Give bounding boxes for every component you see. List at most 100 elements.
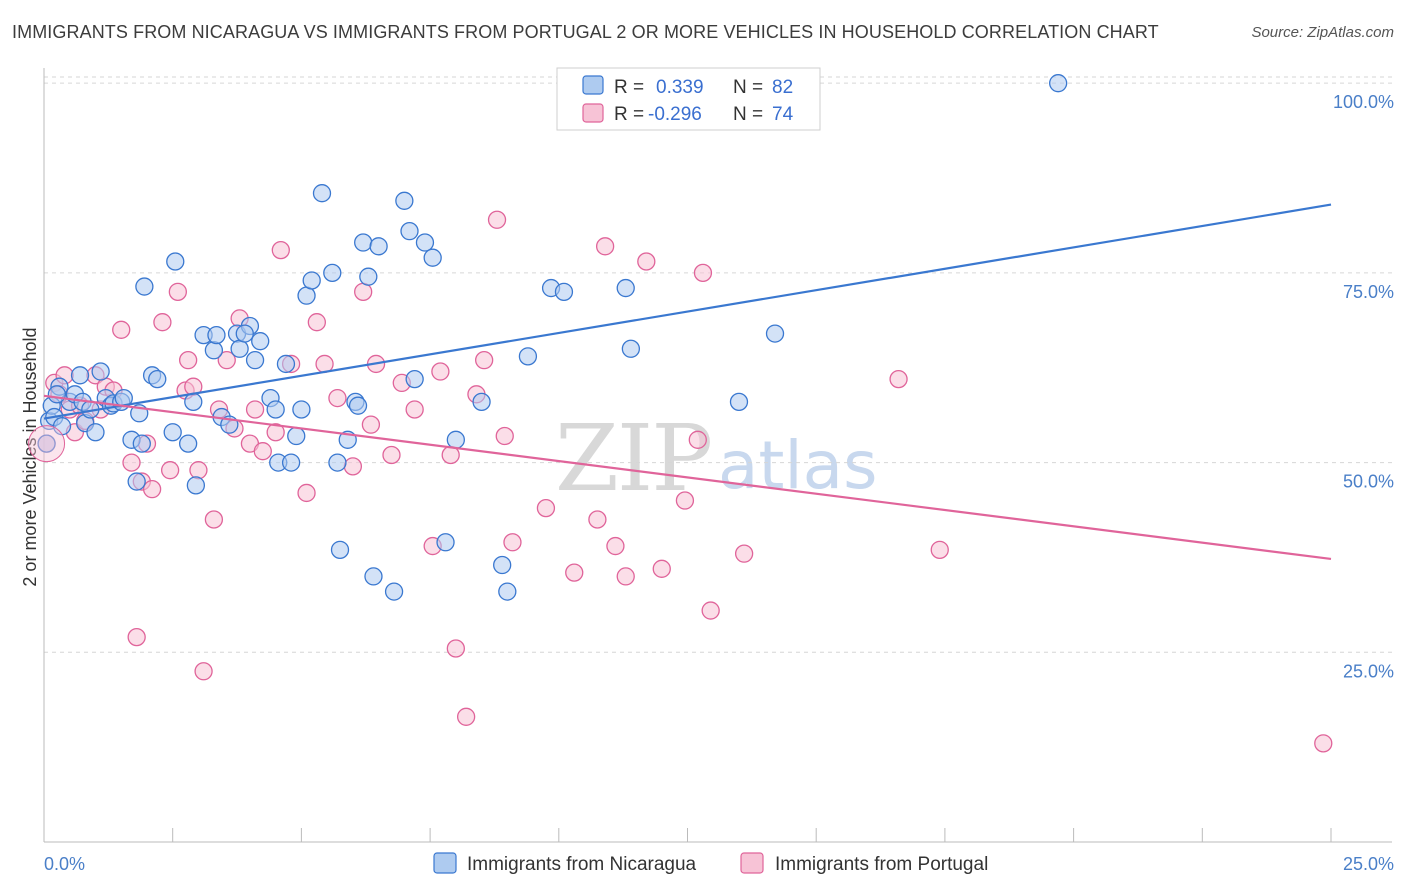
legend-n-label-1: N = [733, 77, 763, 98]
nicaragua-point [400, 221, 419, 241]
nicaragua-point [266, 400, 285, 419]
nicaragua-point [359, 267, 378, 286]
trend-line-portugal [43, 394, 1332, 561]
portugal-point [688, 430, 707, 449]
x-tick-marks [172, 828, 1332, 842]
series-legend: Immigrants from Nicaragua Immigrants fro… [433, 852, 988, 875]
portugal-point [734, 544, 754, 563]
portugal-point [693, 263, 713, 283]
portugal-point [253, 442, 272, 461]
nicaragua-point [323, 263, 342, 283]
y-tick-label-75: 75.0% [1343, 282, 1394, 302]
legend-r-value-2: -0.296 [648, 104, 702, 125]
nicaragua-point [765, 324, 785, 343]
nicaragua-point [287, 426, 306, 446]
nicaragua-point [204, 341, 224, 360]
nicaragua-point [292, 400, 311, 419]
portugal-point [675, 491, 695, 510]
nicaragua-point [302, 271, 321, 290]
nicaragua-point [276, 354, 296, 374]
portugal-point [122, 453, 141, 472]
portugal-point [701, 601, 720, 620]
nicaragua-point [178, 434, 198, 453]
nicaragua-point [127, 472, 146, 491]
nicaragua-point [91, 362, 110, 381]
nicaragua-point [163, 423, 182, 442]
x-tick-label-max: 25.0% [1343, 854, 1394, 874]
nicaragua-point [423, 248, 442, 267]
portugal-point [475, 350, 494, 370]
nicaragua-point [330, 540, 350, 560]
nicaragua-point [328, 453, 347, 472]
portugal-point [343, 457, 363, 476]
portugal-point [307, 313, 326, 332]
portugal-point [431, 362, 450, 381]
portugal-point [245, 400, 265, 419]
x-tick-label-min: 0.0% [44, 854, 85, 874]
portugal-point [361, 415, 381, 434]
y-axis-label: 2 or more Vehicles in Household [20, 327, 40, 586]
nicaragua-point [493, 555, 512, 575]
portugal-point [652, 559, 671, 578]
nicaragua-point [230, 339, 249, 358]
nicaragua-point [186, 476, 206, 495]
nicaragua-point [554, 282, 574, 302]
series-portugal-points [37, 210, 1333, 753]
portugal-point [204, 510, 224, 529]
legend-n-label-2: N = [733, 104, 763, 125]
correlation-legend: R = 0.339 N = 82 R = -0.296 N = 74 [556, 67, 821, 131]
portugal-point [606, 536, 625, 556]
portugal-point [588, 510, 607, 529]
nicaragua-point [405, 369, 424, 389]
y-tick-label-100: 100.0% [1333, 92, 1394, 112]
series-legend-label-nicaragua: Immigrants from Nicaragua [467, 854, 697, 875]
nicaragua-point [472, 392, 491, 412]
nicaragua-point [354, 233, 373, 252]
portugal-point [178, 350, 198, 370]
portugal-point [142, 479, 162, 499]
portugal-point [456, 707, 476, 726]
nicaragua-point [207, 325, 226, 345]
nicaragua-point [348, 396, 368, 415]
nicaragua-point [37, 434, 56, 453]
legend-n-value-2: 74 [772, 104, 794, 125]
nicaragua-point [384, 582, 404, 601]
nicaragua-point [184, 392, 203, 412]
trend-line-nicaragua [43, 203, 1332, 420]
portugal-point [271, 240, 290, 260]
portugal-point [328, 388, 347, 408]
legend-r-value-1: 0.339 [656, 77, 704, 98]
nicaragua-point [245, 350, 265, 370]
portugal-point [354, 282, 373, 302]
portugal-point [595, 237, 615, 256]
nicaragua-point [369, 237, 388, 256]
y-tick-label-25: 25.0% [1343, 661, 1394, 681]
portugal-point [503, 533, 522, 552]
series-legend-label-portugal: Immigrants from Portugal [775, 854, 988, 875]
nicaragua-point [135, 277, 154, 296]
nicaragua-point [235, 324, 254, 343]
nicaragua-point [70, 366, 90, 385]
portugal-point [168, 282, 187, 302]
nicaragua-point [395, 191, 414, 210]
legend-r-label-1: R = [614, 77, 644, 98]
portugal-point [405, 400, 424, 419]
nicaragua-point [148, 369, 167, 389]
portugal-point [194, 662, 213, 681]
portugal-point [495, 426, 514, 446]
portugal-point [217, 350, 236, 370]
nicaragua-point [1049, 74, 1068, 93]
series-nicaragua-points [28, 74, 1068, 601]
series-legend-swatch-nicaragua [433, 852, 457, 874]
y-tick-label-50: 50.0% [1343, 472, 1394, 492]
legend-n-value-1: 82 [772, 77, 793, 98]
portugal-point [487, 210, 507, 229]
portugal-point [127, 627, 146, 647]
portugal-point [446, 639, 465, 658]
portugal-point [637, 252, 656, 271]
portugal-point [160, 461, 180, 480]
legend-r-label-2: R = [614, 104, 644, 125]
y-tick-labels: 25.0% 50.0% 75.0% 100.0% [1333, 92, 1394, 681]
nicaragua-point [616, 278, 635, 298]
